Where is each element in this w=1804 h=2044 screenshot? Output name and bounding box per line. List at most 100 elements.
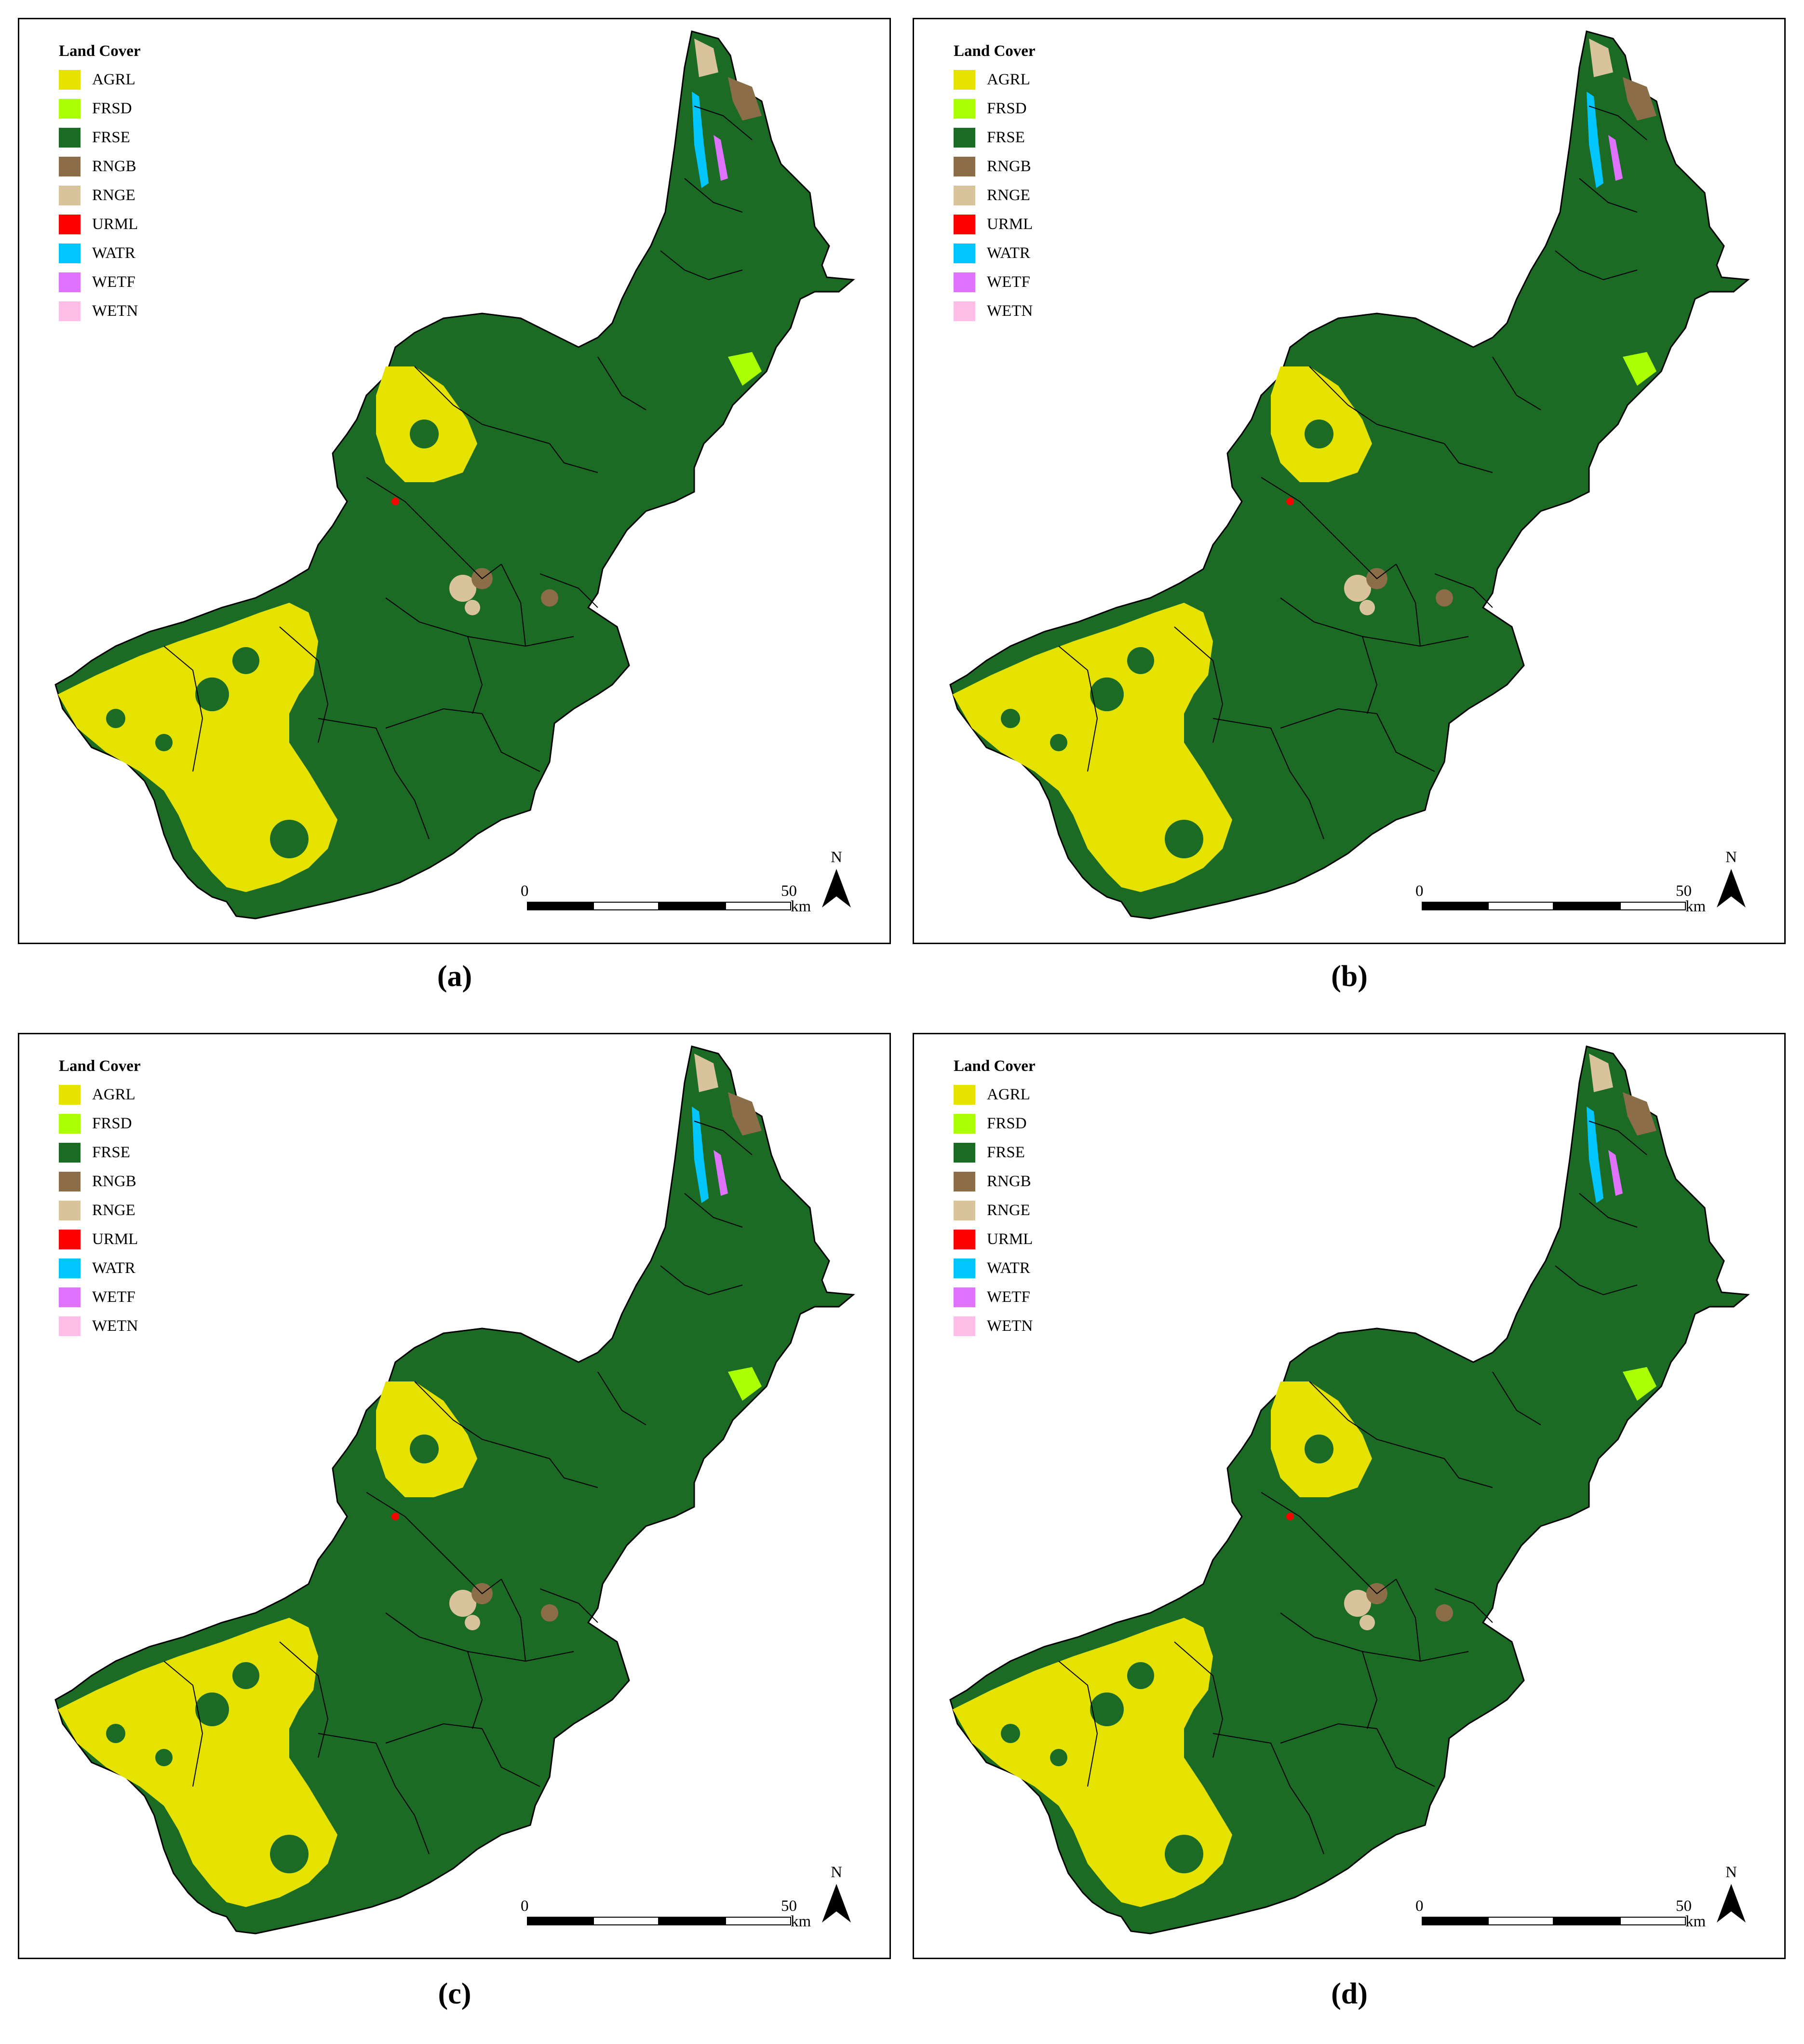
legend-label: WETN [92, 302, 138, 320]
agrl-area [58, 1381, 477, 1907]
legend-swatch [954, 1084, 975, 1105]
legend-item: FRSE [59, 1138, 141, 1167]
legend-swatch [59, 301, 81, 321]
agrl-area [953, 366, 1372, 892]
legend-label: FRSE [987, 128, 1025, 146]
legend-item: WETF [59, 1283, 141, 1312]
legend-label: RNGB [987, 1172, 1031, 1190]
map-panel-a: Land Cover AGRL FRSD FRSE RNGB RNGE URML WATR WE… [18, 18, 891, 944]
legend-swatch [954, 1113, 975, 1134]
scale-bar-segment [593, 1917, 659, 1925]
frse-patch [1127, 1662, 1154, 1689]
scale-unit-label: km [791, 1913, 811, 1930]
legend: Land Cover AGRL FRSD FRSE RNGB RNGE URML WATR WE… [954, 42, 1036, 325]
frse-patch [1090, 1692, 1124, 1726]
legend-item: RNGB [954, 1167, 1036, 1196]
legend-swatch [59, 1258, 81, 1278]
frse-patch [106, 1724, 125, 1743]
legend-swatch [59, 1287, 81, 1307]
legend-item: URML [954, 210, 1036, 239]
frse-patch [410, 1435, 439, 1463]
legend-label: AGRL [92, 70, 135, 88]
legend-swatch [59, 98, 81, 119]
rangeland-patch [1344, 1590, 1371, 1617]
map-panel-d: Land Cover AGRL FRSD FRSE RNGB RNGE URML WATR WE… [913, 1033, 1786, 1959]
legend-label: AGRL [987, 70, 1030, 88]
legend-swatch [954, 127, 975, 148]
legend: Land Cover AGRL FRSD FRSE RNGB RNGE URML WATR WE… [59, 42, 141, 325]
scale-max-label: 50 [1676, 1897, 1692, 1915]
legend-item: WETF [954, 268, 1036, 297]
land-cover-map [54, 1045, 855, 1935]
legend-label: WETN [987, 302, 1033, 320]
scale-zero-label: 0 [1415, 1897, 1424, 1915]
legend-swatch [954, 1171, 975, 1191]
north-arrow: N [1714, 849, 1748, 912]
scale-bar: 0 50 km [1401, 1897, 1706, 1931]
legend-swatch [954, 1316, 975, 1336]
scale-max-label: 50 [781, 1897, 797, 1915]
legend: Land Cover AGRL FRSD FRSE RNGB RNGE URML WATR WE… [954, 1057, 1036, 1340]
legend-label: WETF [987, 273, 1030, 291]
north-label: N [1725, 1864, 1737, 1881]
urml-area [391, 498, 399, 505]
legend-item: AGRL [954, 65, 1036, 94]
scale-zero-label: 0 [521, 882, 529, 900]
frse-patch [1305, 420, 1333, 448]
legend-label: WATR [987, 1259, 1030, 1277]
panel-caption: (a) [437, 960, 472, 993]
frse-patch [1001, 1724, 1020, 1743]
scale-bar-segment [1422, 902, 1488, 910]
legend-item: WATR [59, 1254, 141, 1283]
legend-label: RNGE [987, 1201, 1030, 1219]
rnge-area [1589, 1054, 1613, 1092]
frse-patch [270, 820, 309, 858]
panel-caption: (d) [1331, 1977, 1368, 2010]
legend-item: WATR [954, 239, 1036, 268]
legend-label: FRSE [987, 1143, 1025, 1161]
legend-item: WETN [59, 297, 141, 325]
map-panel-b: Land Cover AGRL FRSD FRSE RNGB RNGE URML WATR WE… [913, 18, 1786, 944]
legend-swatch [59, 1200, 81, 1220]
legend-swatch [59, 272, 81, 292]
legend-swatch [59, 156, 81, 176]
legend-label: RNGB [92, 1172, 136, 1190]
legend-label: WETN [92, 1317, 138, 1335]
legend-label: URML [92, 1230, 138, 1248]
wetf-area [714, 1150, 728, 1196]
frse-patch [1305, 1435, 1333, 1463]
urml-area [1286, 498, 1294, 505]
land-cover-map [949, 30, 1750, 920]
legend-label: FRSD [987, 1114, 1027, 1132]
legend-swatch [59, 214, 81, 234]
wetf-area [1608, 135, 1623, 181]
legend-item: FRSE [954, 1138, 1036, 1167]
legend: Land Cover AGRL FRSD FRSE RNGB RNGE URML WATR WE… [59, 1057, 141, 1340]
agrl-area [58, 366, 477, 892]
legend-label: FRSD [92, 1114, 132, 1132]
legend-swatch [59, 69, 81, 90]
legend-item: RNGE [59, 1196, 141, 1225]
wetf-area [1608, 1150, 1623, 1196]
legend-swatch [59, 1084, 81, 1105]
rngb-area [1623, 77, 1656, 121]
frse-patch [155, 1749, 173, 1766]
legend-label: FRSE [92, 1143, 130, 1161]
legend-swatch [954, 185, 975, 205]
rangeland-patch [541, 589, 558, 607]
legend-label: WETF [987, 1288, 1030, 1306]
subbasin-boundaries [163, 106, 753, 839]
scale-bar-segment [1620, 902, 1686, 910]
scale-unit-label: km [791, 898, 811, 915]
legend-label: FRSD [92, 99, 132, 117]
legend-label: RNGE [92, 186, 135, 204]
legend-swatch [954, 301, 975, 321]
legend-label: AGRL [987, 1085, 1030, 1103]
scale-zero-label: 0 [521, 1897, 529, 1915]
land-cover-map [54, 30, 855, 920]
north-arrow-icon [822, 869, 851, 907]
legend-label: WATR [92, 1259, 135, 1277]
legend-label: WETF [92, 273, 135, 291]
legend-label: RNGB [92, 157, 136, 175]
legend-item: WETN [954, 1312, 1036, 1340]
